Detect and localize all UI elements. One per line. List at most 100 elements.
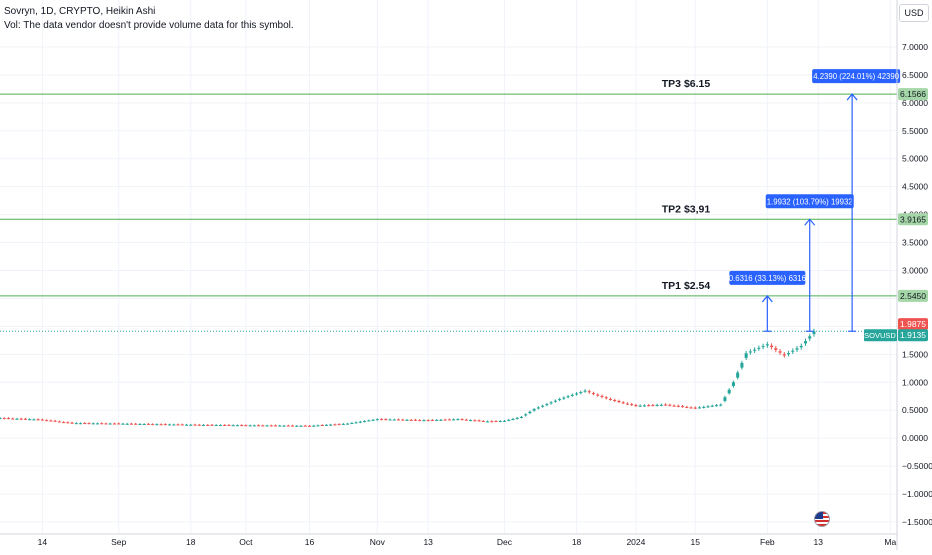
price-marker — [898, 318, 928, 331]
candle-body — [180, 424, 184, 426]
candle-body — [477, 420, 481, 422]
candle-body — [782, 354, 786, 356]
candle-body — [625, 403, 629, 405]
candle-body — [40, 419, 44, 421]
candle-body — [121, 423, 125, 425]
candle-body — [579, 392, 583, 394]
candle-body — [524, 414, 528, 416]
candle-body — [486, 421, 490, 423]
price-tick-label: 5.0000 — [902, 154, 928, 164]
price-tag-tp1 — [898, 289, 928, 302]
candle-body — [19, 418, 23, 420]
time-axis[interactable]: 14 Sep 18 Oct 16 Nov 13 Dec 18 2024 15 Feb 13 Ma — [0, 533, 897, 547]
price-axis[interactable]: 7.00006.50006.00005.50005.00004.50004.00… — [864, 0, 932, 550]
candle-body — [697, 407, 702, 409]
candle-body — [685, 406, 689, 408]
price-tick-label: 1.5000 — [902, 349, 928, 359]
candle-body — [575, 393, 579, 395]
measure-label-box[interactable] — [729, 270, 806, 285]
volume-note: Vol: The data vendor doesn't provide vol… — [4, 20, 294, 31]
candle-body — [129, 423, 133, 425]
candle-body — [812, 331, 816, 335]
price-tick-label: 4.5000 — [902, 182, 928, 192]
candle-body — [159, 424, 163, 426]
measure-arrowhead — [761, 294, 773, 303]
candle-body — [748, 351, 752, 353]
time-tick-label: 14 — [38, 537, 48, 547]
candle-body — [659, 404, 663, 406]
us-flag-icon[interactable] — [814, 511, 830, 527]
candle-body — [240, 425, 244, 427]
candle-body — [151, 424, 155, 426]
price-tag-tp2 — [898, 213, 928, 226]
candle-body — [337, 424, 341, 426]
candle-body — [727, 389, 731, 394]
time-tick-label: 2024 — [626, 537, 645, 547]
candle-body — [736, 372, 740, 378]
candle-body — [312, 425, 316, 427]
candle-body — [651, 405, 655, 407]
candle-body — [278, 425, 282, 427]
price-tick-label: −0.5000 — [902, 461, 932, 471]
price-marker — [898, 329, 928, 342]
price-tick-label: 5.5000 — [902, 126, 928, 136]
time-tick-label: 13 — [813, 537, 823, 547]
candles — [0, 328, 816, 427]
measure-tools[interactable]: 0.6316 (33.13%) 6316 1.9932 (103.79%) 199… — [729, 69, 901, 332]
candle-body — [363, 421, 367, 423]
candle-body — [494, 421, 498, 423]
candle-body — [808, 336, 812, 339]
symbol-tag-text: SOVUSD — [864, 331, 896, 340]
time-tick-label: 18 — [186, 537, 196, 547]
price-tag-text-tp3: 6.1566 — [900, 89, 926, 99]
candle-body — [23, 418, 27, 420]
candle-body — [214, 425, 218, 427]
candle-body — [613, 400, 617, 402]
candle-body — [519, 416, 523, 418]
candle-body — [647, 405, 651, 407]
candle-body — [210, 424, 214, 426]
candle-body — [507, 419, 511, 421]
candle-body — [350, 423, 354, 425]
candle-body — [553, 400, 557, 402]
candle-body — [189, 424, 193, 426]
measure-label-box[interactable] — [812, 69, 901, 84]
time-tick-label: Sep — [111, 537, 126, 547]
candle-body — [744, 353, 748, 358]
time-tick-label: 15 — [691, 537, 701, 547]
candle-body — [223, 424, 227, 426]
currency-button[interactable]: USD — [899, 4, 929, 22]
candle-body — [719, 404, 723, 406]
candle-body — [731, 382, 735, 387]
candle-body — [290, 425, 295, 427]
candle-body — [307, 425, 312, 427]
candle-body — [142, 424, 146, 426]
candle-body — [193, 424, 197, 426]
candle-body — [490, 421, 494, 423]
candle-body — [473, 420, 477, 422]
price-tick-label: 3.5000 — [902, 238, 928, 248]
candle-body — [740, 362, 744, 368]
candle-body — [558, 399, 562, 401]
price-tick-label: 6.5000 — [902, 70, 928, 80]
candle-body — [218, 425, 222, 427]
candle-body — [138, 423, 142, 425]
candle-body — [117, 423, 121, 425]
candle-body — [388, 419, 392, 421]
candle-body — [600, 395, 604, 397]
candle-body — [753, 349, 757, 351]
candle-body — [108, 423, 112, 425]
candle-body — [413, 419, 417, 421]
candle-body — [481, 421, 485, 423]
candle-body — [502, 420, 507, 422]
candle-body — [104, 423, 108, 425]
candle-body — [426, 420, 430, 422]
measure-label-box[interactable] — [765, 194, 854, 209]
target-label-tp3: TP3 $6.15 — [662, 78, 711, 90]
candle-body — [320, 425, 324, 427]
candle-body — [371, 419, 375, 421]
candle-body — [354, 422, 358, 424]
price-tick-label: 0.0000 — [902, 433, 928, 443]
